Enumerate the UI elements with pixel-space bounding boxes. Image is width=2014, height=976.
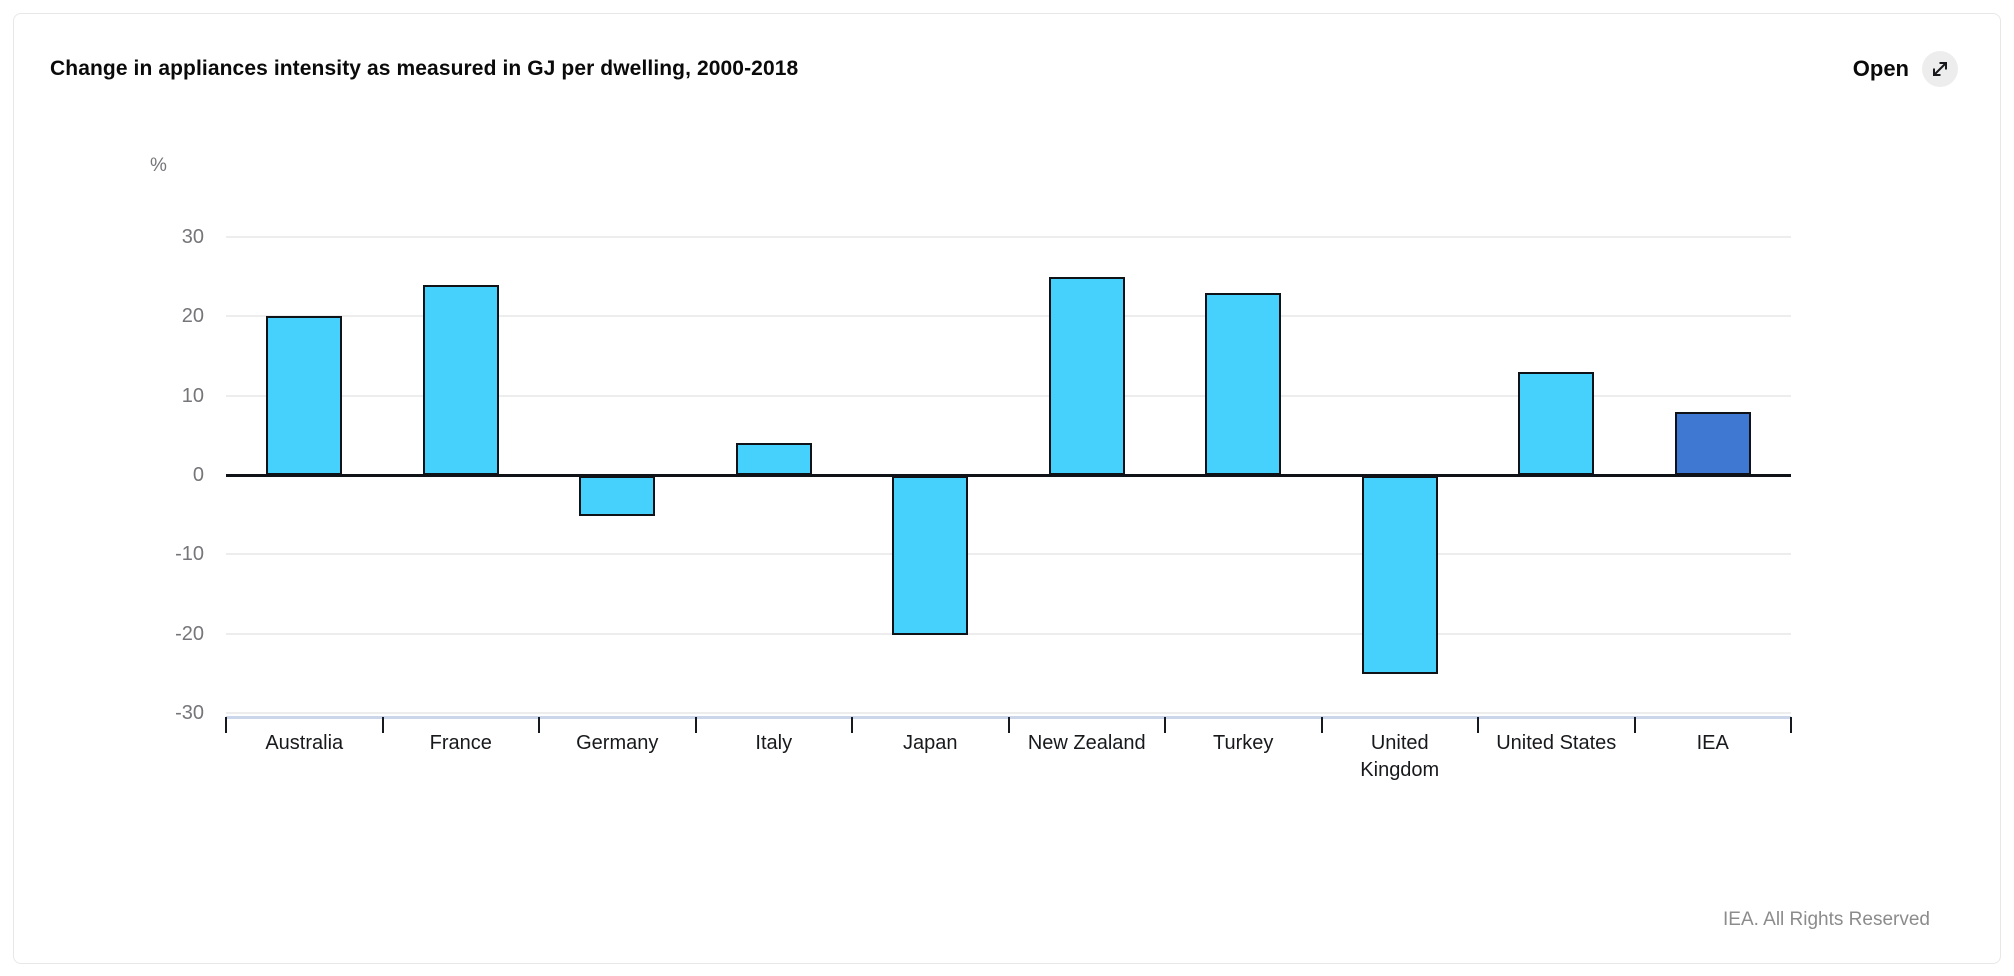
x-axis-category-label-united-states: United States xyxy=(1478,730,1635,757)
y-axis-tick-label: 20 xyxy=(181,305,204,328)
x-axis-category-label-japan: Japan xyxy=(852,730,1009,757)
y-axis-tick-label: 0 xyxy=(192,464,204,486)
x-axis-tick xyxy=(1477,717,1479,733)
x-axis-category-label-line: Kingdom xyxy=(1360,759,1440,781)
x-axis-category-label-line: Japan xyxy=(903,732,958,754)
x-axis-tick xyxy=(538,717,540,733)
bar-united-states[interactable] xyxy=(1518,371,1595,475)
bar-turkey[interactable] xyxy=(1205,292,1282,475)
chart-card: Change in appliances intensity as measur… xyxy=(13,13,2001,964)
x-axis-tick xyxy=(1790,717,1792,733)
x-axis-tick xyxy=(1633,717,1636,733)
x-axis-tick xyxy=(225,717,227,733)
x-axis-category-label-line: Italy xyxy=(755,732,793,754)
open-button[interactable]: Open xyxy=(1853,51,1958,87)
x-axis-category-label-line: IEA xyxy=(1696,732,1729,754)
x-axis-tick xyxy=(851,717,853,733)
x-axis-tick xyxy=(1164,717,1166,733)
bar-france[interactable] xyxy=(422,284,499,475)
zero-line xyxy=(226,474,1791,477)
bar-germany[interactable] xyxy=(579,476,656,516)
gridline--30 xyxy=(226,711,1791,714)
bar-united-kingdom[interactable] xyxy=(1361,476,1438,675)
x-axis-category-label-line: United xyxy=(1370,732,1429,754)
gridline-30 xyxy=(226,236,1791,238)
gridline--10 xyxy=(226,553,1791,556)
x-axis-category-label-france: France xyxy=(383,730,540,757)
chart-title: Change in appliances intensity as measur… xyxy=(50,57,799,80)
x-axis-category-label-line: Turkey xyxy=(1213,732,1274,754)
copyright-text: IEA. All Rights Reserved xyxy=(1723,909,1930,930)
x-axis-category-label-line: France xyxy=(429,732,492,754)
x-axis-category-label-turkey: Turkey xyxy=(1165,730,1322,757)
x-axis-category-label-germany: Germany xyxy=(539,730,696,757)
chart-plot-area: 30 20 10 0 -10 -20 -30 Australia France Germany It… xyxy=(14,14,2000,963)
expand-icon[interactable] xyxy=(1922,51,1958,87)
x-axis-category-label-iea: IEA xyxy=(1635,730,1792,757)
open-button-label[interactable]: Open xyxy=(1852,56,1909,81)
x-axis-category-label-line: Australia xyxy=(265,732,344,754)
x-axis-category-label-new-zealand: New Zealand xyxy=(1009,730,1166,757)
bar-japan[interactable] xyxy=(892,476,969,635)
gridline-10 xyxy=(226,394,1791,397)
bar-italy[interactable] xyxy=(735,443,812,475)
x-axis-category-label-italy: Italy xyxy=(696,730,853,757)
x-axis-tick xyxy=(694,717,697,733)
x-axis-category-label-line: United States xyxy=(1496,732,1617,754)
x-axis-tick xyxy=(381,717,384,733)
x-axis-category-label-australia: Australia xyxy=(226,730,383,757)
x-axis-category-label-line: New Zealand xyxy=(1027,732,1146,754)
x-axis-category-label-line: Germany xyxy=(576,732,659,754)
y-axis-unit-label: % xyxy=(150,155,167,176)
y-axis-tick-label: 10 xyxy=(181,384,204,407)
gridline-20 xyxy=(226,315,1791,318)
y-axis-tick-label: -10 xyxy=(175,543,204,566)
bar-australia[interactable] xyxy=(266,316,343,475)
y-axis-tick-label: -30 xyxy=(175,701,204,724)
y-axis-tick-label: 30 xyxy=(181,226,204,248)
bar-iea[interactable] xyxy=(1674,411,1751,475)
x-axis-tick xyxy=(1007,717,1010,733)
gridline--20 xyxy=(226,632,1791,635)
y-axis-tick-label: -20 xyxy=(175,622,204,645)
x-axis-category-label-united-kingdom: United Kingdom xyxy=(1322,730,1479,784)
x-axis-tick xyxy=(1320,717,1323,733)
bar-new-zealand[interactable] xyxy=(1048,276,1125,475)
chart-header: Change in appliances intensity as measur… xyxy=(14,14,2000,110)
